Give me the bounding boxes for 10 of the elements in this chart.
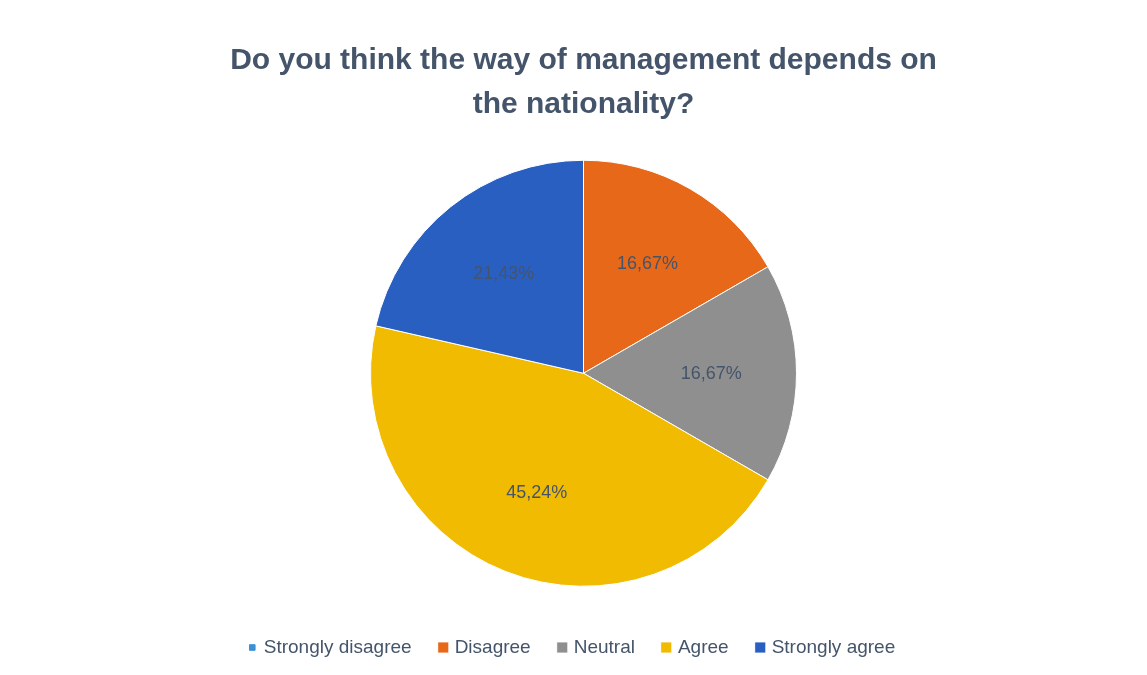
data-label: 21,43% bbox=[473, 263, 535, 284]
data-label: 45,24% bbox=[506, 482, 568, 503]
legend-label: Agree bbox=[677, 636, 729, 658]
legend-label: Neutral bbox=[573, 636, 635, 658]
data-label: 16,67% bbox=[680, 363, 742, 384]
chart-title: Do you think the way of management depends on the nationality? bbox=[230, 41, 937, 120]
legend-label: Strongly disagree bbox=[263, 636, 412, 658]
legend-label: Disagree bbox=[454, 636, 531, 658]
legend-label: Strongly agree bbox=[771, 636, 896, 658]
data-label: 16,67% bbox=[616, 252, 678, 273]
